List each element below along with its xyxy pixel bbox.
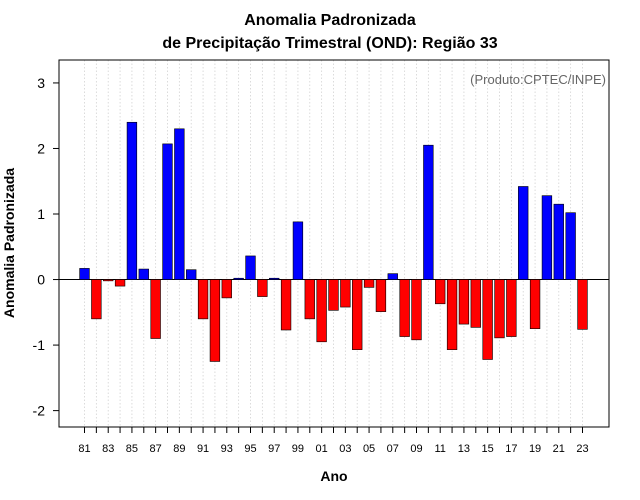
x-tick-label-93: 93 xyxy=(221,443,233,455)
x-tick-label-21: 21 xyxy=(553,443,565,455)
bar-90 xyxy=(186,269,197,280)
x-tick-label-15: 15 xyxy=(482,443,494,455)
x-tick-label-23: 23 xyxy=(576,443,588,455)
bar-82 xyxy=(91,279,102,320)
x-tick-label-81: 81 xyxy=(78,443,90,455)
bar-98 xyxy=(280,279,292,331)
bar-10 xyxy=(423,144,434,280)
bar-87 xyxy=(150,279,161,339)
x-tick-label-99: 99 xyxy=(292,443,304,455)
bar-99 xyxy=(292,221,304,280)
x-tick-label-97: 97 xyxy=(268,443,280,455)
x-tick-label-11: 11 xyxy=(435,443,446,455)
bar-85 xyxy=(126,121,138,280)
x-tick-label-85: 85 xyxy=(126,443,138,455)
bar-84 xyxy=(114,279,126,287)
y-tick-label--1: -1 xyxy=(33,337,46,353)
bar-12 xyxy=(446,279,458,350)
x-tick-label-87: 87 xyxy=(150,443,162,455)
bar-16 xyxy=(494,279,505,339)
y-tick-label-1: 1 xyxy=(37,206,45,222)
bar-81 xyxy=(79,268,90,280)
y-axis: -2 -1 0 1 2 3 xyxy=(33,75,59,419)
bar-86 xyxy=(138,268,149,280)
x-axis: 81 83 85 87 89 91 93 95 97 99 01 03 05 07 09 11 13 15 17 19… xyxy=(78,427,589,455)
bar-00 xyxy=(304,279,315,320)
bar-88 xyxy=(162,143,173,280)
x-tick-label-05: 05 xyxy=(363,443,375,455)
bar-02 xyxy=(328,279,339,311)
bar-22 xyxy=(565,212,576,280)
bar-83 xyxy=(103,279,114,282)
bar-95 xyxy=(245,255,256,280)
bar-91 xyxy=(197,279,209,320)
x-tick-label-83: 83 xyxy=(102,443,114,455)
bar-93 xyxy=(221,279,232,299)
x-tick-label-19: 19 xyxy=(529,443,541,455)
x-tick-label-13: 13 xyxy=(458,443,470,455)
bar-11 xyxy=(435,279,446,305)
chart-title-line-2: de Precipitação Trimestral (OND): Região… xyxy=(162,35,497,52)
y-axis-label: Anomalia Padronizada xyxy=(1,168,17,318)
y-tick-label-2: 2 xyxy=(37,140,45,156)
y-tick-label--2: -2 xyxy=(33,403,46,419)
bar-94 xyxy=(233,277,244,280)
bar-15 xyxy=(482,279,493,360)
bar-17 xyxy=(506,279,517,337)
bar-20 xyxy=(541,195,553,280)
bar-07 xyxy=(387,273,398,280)
bar-96 xyxy=(257,279,268,297)
x-tick-label-95: 95 xyxy=(244,443,256,455)
bar-97 xyxy=(269,277,280,280)
bar-14 xyxy=(470,279,481,328)
x-tick-label-91: 91 xyxy=(197,443,209,455)
bar-19 xyxy=(529,279,541,329)
source-annotation: (Produto:CPTEC/INPE) xyxy=(470,72,606,87)
y-tick-label-3: 3 xyxy=(37,75,45,91)
bar-89 xyxy=(174,128,185,280)
bar-13 xyxy=(458,279,470,325)
vertical-grid xyxy=(84,60,583,427)
bar-05 xyxy=(363,279,375,288)
chart-title-line-1: Anomalia Padronizada xyxy=(244,12,416,29)
bar-03 xyxy=(340,279,351,308)
bar-18 xyxy=(518,186,529,280)
bar-92 xyxy=(209,279,221,362)
bar-01 xyxy=(316,279,327,343)
x-tick-label-03: 03 xyxy=(339,443,351,455)
x-tick-label-89: 89 xyxy=(173,443,185,455)
bar-08 xyxy=(399,279,410,337)
bars xyxy=(79,121,588,362)
bar-04 xyxy=(352,279,363,350)
bar-09 xyxy=(411,279,422,341)
x-tick-label-17: 17 xyxy=(505,443,517,455)
bar-06 xyxy=(375,279,387,312)
bar-21 xyxy=(553,203,564,280)
x-tick-label-07: 07 xyxy=(387,443,399,455)
x-tick-label-01: 01 xyxy=(316,443,328,455)
x-axis-label: Ano xyxy=(320,468,347,484)
y-tick-label-0: 0 xyxy=(37,272,45,288)
x-tick-label-09: 09 xyxy=(410,443,422,455)
bar-23 xyxy=(577,279,588,330)
